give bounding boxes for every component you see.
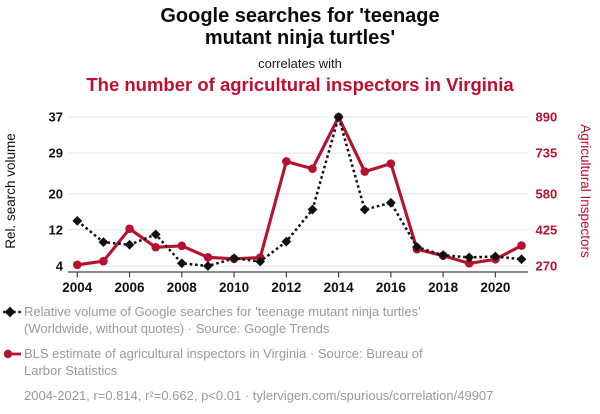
left-axis-tick-label: 20 [49, 186, 63, 201]
legend-label-google-trends: Relative volume of Google searches for '… [24, 304, 421, 336]
data-point-diamond [72, 215, 83, 226]
data-point-diamond [176, 258, 187, 269]
data-point-diamond [333, 112, 344, 122]
data-point-circle [125, 224, 134, 234]
x-axis-tick-label: 2018 [428, 280, 459, 295]
right-axis-title: Agricultural Inspectors [578, 124, 593, 258]
left-axis-tick-label: 37 [49, 110, 63, 125]
x-axis-tick-label: 2012 [271, 280, 301, 295]
chart-legend: Relative volume of Google searches for '… [3, 303, 593, 403]
chart-title: Google searches for 'teenage mutant ninj… [160, 5, 440, 49]
correlates-with-label: correlates with [258, 56, 342, 71]
data-point-circle [464, 259, 474, 268]
x-axis-tick-label: 2006 [115, 280, 146, 295]
data-point-diamond [438, 250, 449, 261]
data-point-circle [360, 167, 370, 176]
data-point-diamond [516, 254, 527, 265]
data-point-diamond [412, 242, 422, 252]
data-point-diamond [124, 239, 135, 250]
right-axis-tick-label: 270 [536, 259, 558, 274]
data-point-circle [517, 241, 526, 250]
legend-item-google-trends: Relative volume of Google searches for '… [3, 303, 593, 337]
red-circle-solid-line-icon [3, 349, 21, 359]
right-axis-tick-label: 425 [536, 222, 558, 237]
left-axis-tick-label: 4 [56, 259, 64, 274]
x-axis-tick-label: 2016 [376, 280, 407, 295]
left-axis-title: Rel. search volume [3, 133, 18, 249]
data-point-diamond [281, 236, 292, 247]
data-point-circle [308, 164, 317, 173]
data-point-circle [73, 260, 82, 270]
right-axis-tick-label: 735 [536, 146, 558, 161]
legend-label-bls: BLS estimate of agricultural inspectors … [24, 346, 423, 378]
data-point-diamond [203, 261, 213, 271]
data-point-diamond [229, 253, 239, 264]
data-point-circle [151, 242, 160, 252]
data-point-circle [386, 159, 396, 168]
x-axis-tick-label: 2020 [480, 280, 510, 295]
data-point-circle [282, 157, 291, 166]
black-diamond-dotted-line-icon [3, 306, 21, 318]
x-axis-tick-label: 2008 [167, 280, 198, 295]
right-axis-tick-label: 580 [536, 186, 558, 201]
chart-header: Google searches for 'teenage mutant ninj… [0, 0, 600, 95]
data-point-diamond [490, 251, 501, 262]
right-axis-tick-label: 890 [536, 110, 558, 125]
x-axis-tick-label: 2014 [324, 280, 355, 295]
legend-item-bls: BLS estimate of agricultural inspectors … [3, 345, 593, 379]
left-axis-tick-label: 29 [49, 146, 63, 161]
data-point-diamond [98, 237, 109, 247]
data-point-diamond [150, 229, 161, 240]
series-line-left [76, 115, 522, 268]
data-point-diamond [255, 256, 266, 267]
data-point-diamond [359, 204, 370, 215]
line-chart-plot: Rel. search volume Agricultural Inspecto… [3, 110, 593, 296]
data-point-diamond [307, 204, 318, 215]
data-point-diamond [464, 252, 475, 263]
chart-subtitle: The number of agricultural inspectors in… [86, 74, 514, 95]
data-point-circle [177, 241, 187, 251]
stats-footer: 2004-2021, r=0.814, r²=0.662, p<0.01 · t… [24, 388, 494, 403]
data-point-circle [203, 253, 213, 262]
x-axis-tick-label: 2004 [62, 280, 93, 295]
left-axis-tick-label: 12 [49, 222, 63, 237]
data-point-diamond [385, 197, 396, 208]
series-line-right [77, 115, 523, 267]
data-point-circle [99, 256, 108, 266]
x-axis-tick-label: 2010 [219, 280, 249, 295]
